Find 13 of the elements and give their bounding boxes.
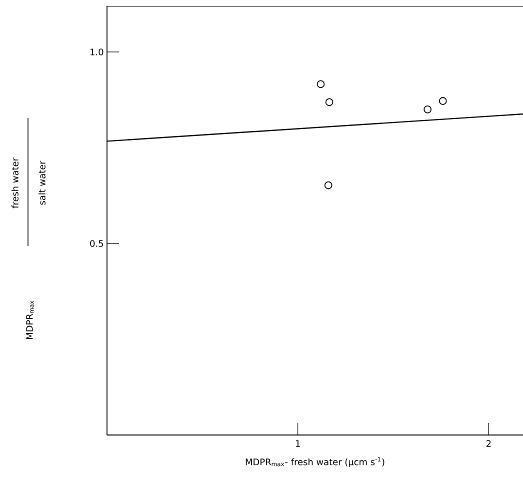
- x-tick-label: 2: [486, 440, 491, 447]
- x-tick-label: 1: [296, 440, 300, 447]
- y-tick-label: 1.0: [90, 48, 104, 56]
- text: salt water: [38, 160, 46, 205]
- point: [325, 98, 334, 106]
- text: fresh water: [12, 158, 18, 208]
- x-axis-title: MDPR$_{max}$- fresh water (µcm s$^{-1}$): [246, 457, 384, 468]
- point: [424, 105, 432, 114]
- point: [324, 181, 332, 190]
- text: MDPR$_{max}$: [26, 300, 34, 340]
- point: [438, 97, 447, 105]
- y-tick-label: 0.5: [90, 240, 104, 247]
- point: [316, 80, 325, 88]
